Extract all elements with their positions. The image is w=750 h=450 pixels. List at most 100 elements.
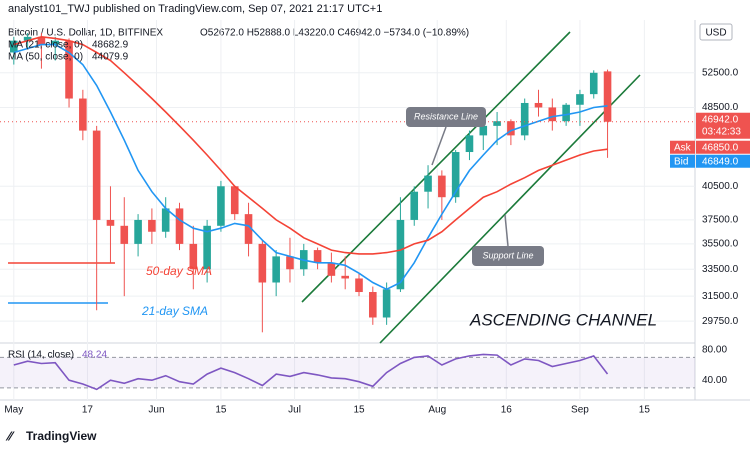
y-tick-label: 35500.0 (702, 239, 739, 250)
callout-arrow (504, 214, 509, 247)
candle-body (520, 102, 529, 136)
callout-arrow (431, 126, 447, 166)
candle-body (106, 219, 115, 226)
candle-body (410, 191, 419, 220)
candle-body (396, 219, 405, 290)
annotation: ASCENDING CHANNEL (469, 310, 657, 329)
candle-body (175, 208, 184, 244)
legend-name: RSI (14, close) (8, 350, 74, 361)
candle-body (576, 94, 584, 105)
candle-body (438, 175, 446, 198)
candle-body (603, 71, 612, 122)
footer-logo: ⁄⁄ (5, 428, 15, 443)
candle-body (465, 135, 474, 153)
candle-body (10, 40, 18, 53)
candle-body (341, 275, 349, 279)
candle-body (493, 121, 501, 126)
channel-line (379, 74, 641, 344)
candle-body (203, 225, 211, 270)
candle-body (92, 130, 101, 220)
legend-name: MA (50, close, 0) (8, 52, 83, 63)
candle-body (286, 256, 294, 270)
price-tag-text: 46850.0 (702, 142, 739, 153)
legend-value: 48.24 (82, 350, 107, 361)
y-tick-label: 80.00 (702, 344, 727, 355)
channel-line (301, 31, 571, 303)
legend-value: 48682.9 (92, 40, 129, 51)
y-tick-label: 40500.0 (702, 181, 739, 192)
x-tick-label: Aug (428, 405, 446, 416)
y-tick-label: 52500.0 (702, 67, 739, 78)
candle-body (230, 186, 239, 215)
candle-body (548, 107, 557, 122)
x-tick-label: 17 (82, 405, 94, 416)
price-tag (696, 140, 750, 154)
candle-body (23, 36, 32, 41)
y-tick-label: 37500.0 (702, 215, 739, 226)
price-tag-text: 46942.0 (702, 114, 739, 125)
symbol: Bitcoin / U.S. Dollar, 1D, BITFINEX (8, 28, 163, 39)
ask-label: Ask (674, 142, 692, 153)
legend-name: MA (21, close, 0) (8, 40, 83, 51)
currency-box[interactable] (699, 23, 733, 41)
rsi-band (0, 357, 695, 388)
y-tick-label: 29750.0 (702, 316, 739, 327)
candle-body (327, 262, 336, 276)
candle-body (258, 243, 267, 283)
price-tag (696, 154, 750, 168)
candle-body (313, 250, 322, 263)
candle-body (161, 208, 170, 232)
footer: TradingView (26, 429, 97, 443)
annotation: Resistance Line (414, 111, 478, 121)
callout-box (406, 107, 486, 127)
annotation: Support Line (482, 250, 533, 260)
price-tag (696, 112, 750, 139)
bid-label-box (670, 154, 695, 168)
y-tick-label: 40.00 (702, 375, 727, 386)
x-tick-label: Sep (571, 405, 589, 416)
logo-mark: ⁄⁄ (5, 428, 15, 443)
annotation: 21-day SMA (141, 304, 208, 318)
y-tick-label: 48500.0 (702, 102, 739, 113)
y-tick-label: 31500.0 (702, 291, 739, 302)
price-tag-text: 46849.0 (702, 156, 739, 167)
candle-body (189, 243, 198, 270)
candle-body (51, 40, 60, 45)
candle-body (479, 125, 488, 136)
x-tick-label: 16 (501, 405, 513, 416)
candle-body (65, 40, 73, 99)
candle-body (120, 225, 129, 244)
rsi-line (13, 353, 609, 391)
candle-body (134, 219, 142, 244)
callout-box (472, 246, 544, 266)
candle-body (589, 72, 598, 95)
x-tick-label: 15 (215, 405, 227, 416)
candle-body (148, 219, 156, 232)
currency[interactable]: USD (705, 28, 726, 39)
candle-body (369, 292, 377, 318)
x-tick-label: May (4, 405, 23, 416)
annotation: 50-day SMA (146, 264, 212, 278)
candle-body (451, 152, 460, 198)
candle-body (534, 102, 543, 108)
candle-body (382, 289, 391, 318)
legend-value: 44079.9 (92, 52, 129, 63)
candle-body (272, 256, 280, 283)
x-tick-label: 15 (639, 405, 651, 416)
moving-average (13, 43, 608, 291)
y-tick-label: 33500.0 (702, 264, 739, 275)
candle-body (79, 98, 87, 131)
candle-body (37, 36, 46, 45)
ask-label-box (670, 140, 695, 154)
x-tick-label: 15 (353, 405, 365, 416)
publisher: analyst101_TWJ published on TradingView.… (8, 3, 382, 15)
candle-body (217, 186, 225, 226)
bid-label: Bid (674, 156, 688, 167)
candle-body (244, 214, 253, 244)
x-tick-label: Jun (148, 405, 164, 416)
x-tick-label: Jul (288, 405, 301, 416)
candle-body (562, 104, 570, 122)
